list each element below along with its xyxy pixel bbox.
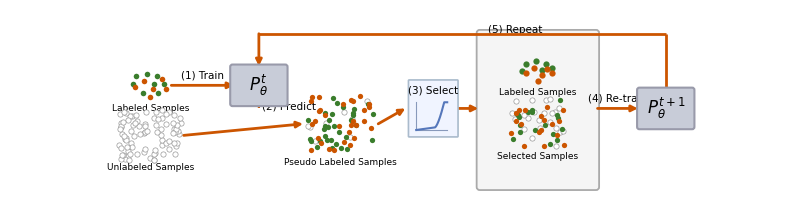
Text: $P_\theta^t$: $P_\theta^t$ [250, 73, 268, 98]
Text: (2) Predict: (2) Predict [262, 102, 316, 112]
FancyBboxPatch shape [409, 80, 458, 137]
Text: Labeled Samples: Labeled Samples [499, 88, 577, 97]
Text: Selected Samples: Selected Samples [498, 151, 578, 161]
Text: (1) Train: (1) Train [181, 71, 224, 81]
FancyBboxPatch shape [637, 88, 694, 129]
Text: Unlabeled Samples: Unlabeled Samples [106, 163, 194, 172]
Text: $P_\theta^{t+1}$: $P_\theta^{t+1}$ [646, 96, 685, 121]
Text: (5) Repeat: (5) Repeat [487, 25, 542, 35]
Text: (3) Select: (3) Select [408, 85, 458, 95]
Text: (4) Re-train: (4) Re-train [588, 94, 647, 104]
FancyBboxPatch shape [477, 30, 599, 190]
Text: Pseudo Labeled Samples: Pseudo Labeled Samples [284, 158, 397, 167]
FancyBboxPatch shape [230, 64, 287, 106]
Text: Labeled Samples: Labeled Samples [112, 104, 189, 113]
